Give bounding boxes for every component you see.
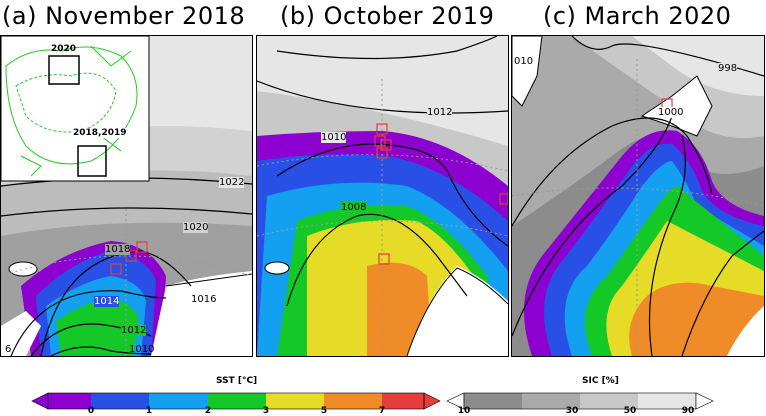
sst-tick: 5 — [320, 406, 328, 416]
panel-c-title: (c) March 2020 — [543, 2, 732, 30]
sst-tick: 0 — [87, 406, 95, 416]
isobar-label-1018: 1018 — [105, 244, 131, 255]
panel-b-map: 1012 1010 1008 — [256, 35, 509, 357]
panel-c-map: 010 998 1000 — [511, 35, 765, 357]
isobar-label-1008: 1008 — [341, 202, 367, 213]
inset-label-2018-2019: 2018,2019 — [73, 128, 127, 138]
panel-b-title: (b) October 2019 — [280, 2, 495, 30]
sst-colorbar — [31, 392, 714, 410]
isobar-label-1000: 1000 — [658, 107, 684, 118]
sic-tick: 30 — [565, 406, 579, 416]
isobar-label-1016: 1016 — [191, 294, 217, 305]
panel-a-title: (a) November 2018 — [2, 2, 246, 30]
isobar-label-6: 6 — [5, 344, 12, 355]
isobar-label-1022: 1022 — [219, 177, 245, 188]
isobar-label-1012: 1012 — [427, 107, 453, 118]
isobar-label-010: 010 — [514, 56, 534, 67]
sic-colorbar-title: SIC [%] — [582, 376, 619, 386]
panel-a-map: 2020 2018,2019 1022 1020 1018 1016 1014 … — [0, 35, 253, 357]
sst-tick: 3 — [262, 406, 270, 416]
isobar-label-1014: 1014 — [94, 296, 120, 307]
sst-tick: 7 — [378, 406, 386, 416]
sst-colorbar-title: SST [°C] — [216, 376, 258, 386]
isobar-label-998: 998 — [718, 63, 738, 74]
isobar-label-1012: 1012 — [121, 325, 147, 336]
sic-tick: 90 — [681, 406, 695, 416]
inset-label-2020: 2020 — [51, 44, 77, 54]
sst-tick: 2 — [204, 406, 212, 416]
isobar-label-1010: 1010 — [321, 132, 347, 143]
isobar-label-1010: 1010 — [129, 344, 155, 355]
sic-tick: 50 — [623, 406, 637, 416]
isobar-label-1020: 1020 — [183, 222, 209, 233]
sst-tick: 1 — [145, 406, 153, 416]
sic-tick: 10 — [457, 406, 471, 416]
